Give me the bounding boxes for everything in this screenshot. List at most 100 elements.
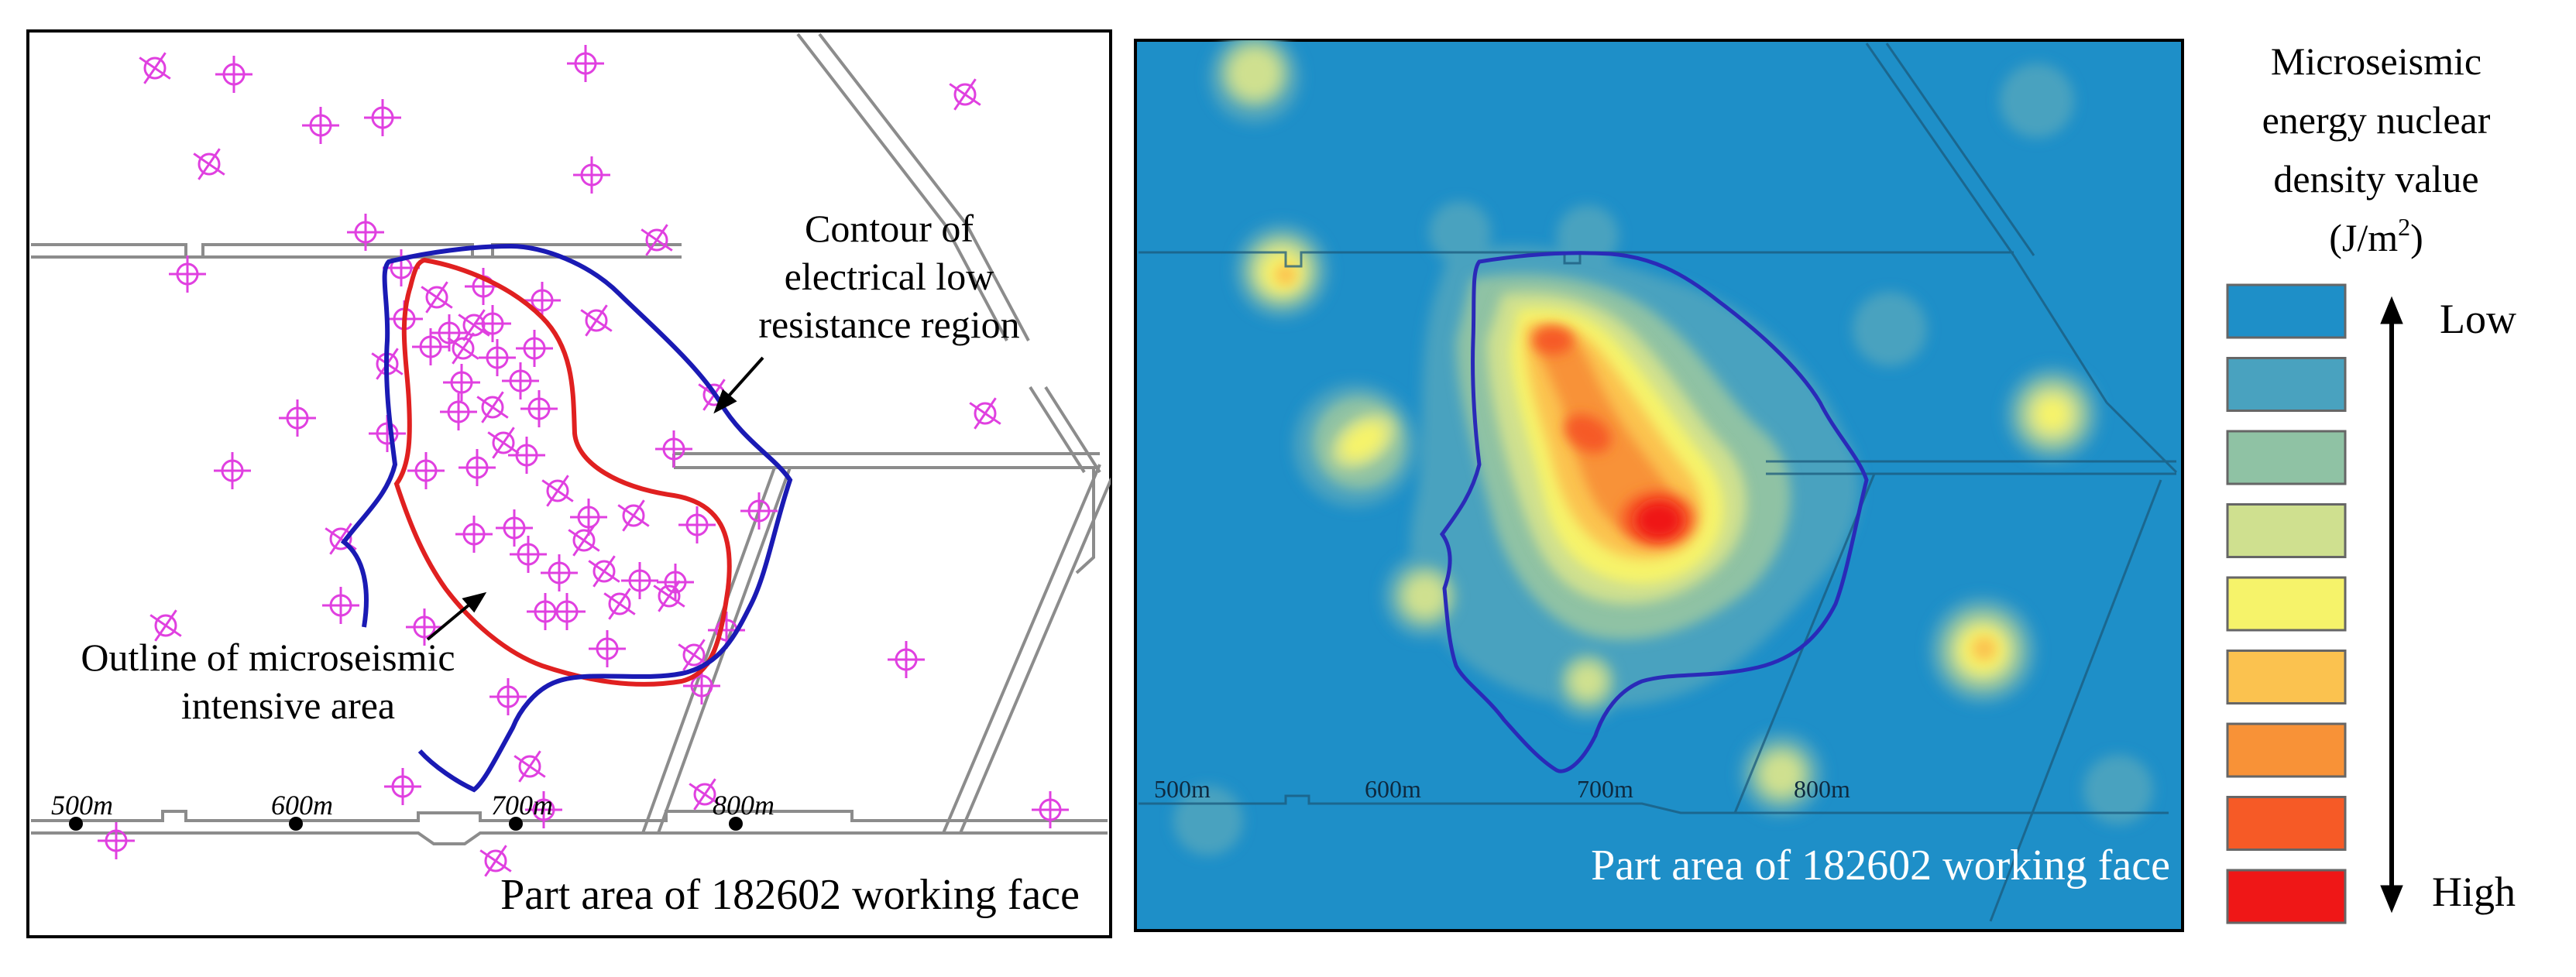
microseismic-event-icon	[683, 667, 720, 704]
scale-dot-800	[729, 817, 743, 831]
legend-unit: (J/m2)	[2329, 213, 2423, 259]
microseismic-event-icon	[139, 52, 171, 84]
microseismic-event-icon	[384, 768, 421, 805]
microseismic-event-icon	[479, 339, 516, 376]
low-resistance-contour	[340, 243, 793, 793]
microseismic-event-icon	[169, 255, 206, 293]
microseismic-event-icon	[1032, 791, 1069, 828]
legend-unit-sup: 2	[2398, 213, 2410, 241]
microseismic-event-icon	[98, 822, 135, 859]
microseismic-event-icon	[476, 391, 509, 423]
legend-unit-base: (J/m	[2329, 216, 2398, 259]
legend-low-label: Low	[2440, 296, 2516, 342]
scale-label-500: 500m	[51, 790, 113, 821]
legend-swatch-6	[2226, 650, 2347, 704]
legend-title-line1: Microseismic	[2271, 39, 2482, 83]
map-scale-label-600: 600m	[1365, 775, 1421, 803]
microseismic-event-icon	[407, 452, 445, 489]
microseismic-event-icon	[455, 516, 493, 553]
microseismic-event-icon	[412, 328, 449, 365]
microseismic-event-icon	[678, 506, 716, 543]
legend-swatch-3	[2226, 430, 2347, 485]
annotations: Contour of electrical low resistance reg…	[81, 207, 1019, 727]
microseismic-event-icon	[588, 555, 620, 588]
contour-label-line3: resistance region	[758, 303, 1019, 346]
legend-title-line2: energy nuclear	[2262, 98, 2491, 142]
microseismic-event-icon	[279, 399, 316, 437]
microseismic-event-icon	[580, 304, 613, 337]
microseismic-event-icon	[657, 564, 694, 601]
microseismic-event-icon	[347, 214, 384, 251]
scale-label-700: 700m	[491, 790, 553, 821]
microseismic-event-icon	[641, 224, 673, 256]
legend-unit-close: )	[2410, 216, 2423, 259]
map-scale-label-700: 700m	[1577, 775, 1633, 803]
legend-swatch-7	[2226, 722, 2347, 778]
microseismic-outline	[393, 257, 732, 687]
scale-dot-600	[289, 817, 303, 831]
legend-swatch-8	[2226, 796, 2347, 851]
microseismic-event-icon	[516, 330, 553, 367]
left-caption: Part area of 182602 working face	[500, 871, 1080, 919]
microseismic-event-icon	[479, 845, 512, 877]
microseismic-events	[98, 45, 1069, 877]
map-low-resistance-contour	[1439, 251, 1869, 773]
microseismic-event-icon	[443, 364, 480, 401]
microseismic-event-icon	[364, 99, 401, 136]
legend-swatch-1	[2226, 283, 2347, 339]
scale-dot-500	[69, 817, 83, 831]
microseismic-event-icon	[322, 587, 359, 624]
microseismic-event-icon	[567, 45, 604, 82]
microseismic-event-icon	[621, 562, 658, 599]
microseismic-event-icon	[440, 393, 477, 430]
left-panel: Contour of electrical low resistance reg…	[26, 29, 1112, 938]
microseismic-event-icon	[678, 639, 710, 671]
density-map: 500m 600m 700m 800m Part area of 182602 …	[1139, 40, 2178, 922]
microseismic-event-icon	[431, 314, 468, 351]
legend-swatch-5	[2226, 576, 2347, 632]
microseismic-event-icon	[541, 475, 574, 507]
microseismic-event-icon	[527, 593, 564, 630]
microseismic-event-icon	[570, 499, 607, 536]
left-scale: 500m 600m 700m 800m	[51, 790, 775, 831]
microseismic-event-icon	[302, 107, 339, 144]
microseismic-event-icon	[474, 305, 511, 342]
microseismic-event-icon	[573, 156, 610, 194]
microseismic-event-icon	[655, 430, 692, 468]
legend-title: Microseismic energy nuclear density valu…	[2262, 39, 2491, 259]
microseismic-event-icon	[888, 641, 925, 678]
microseismic-event-icon	[447, 332, 479, 365]
legend-title-line3: density value	[2273, 157, 2478, 201]
microseismic-event-icon	[508, 437, 545, 474]
microseismic-event-icon	[496, 509, 533, 547]
microseismic-event-icon	[603, 588, 636, 620]
legend-swatch-9	[2226, 869, 2347, 924]
outline-label-line1: Outline of microseismic	[81, 636, 455, 679]
microseismic-event-icon	[949, 78, 981, 111]
scale-label-600: 600m	[271, 790, 333, 821]
legend-swatches	[2226, 283, 2347, 924]
legend-high-label: High	[2432, 869, 2516, 915]
microseismic-event-icon	[740, 492, 778, 530]
map-scale-label-500: 500m	[1154, 775, 1211, 803]
legend-swatch-2	[2226, 357, 2347, 412]
microseismic-event-icon	[589, 630, 626, 667]
microseismic-event-icon	[421, 281, 453, 314]
right-panel: 500m 600m 700m 800m Part area of 182602 …	[1134, 39, 2184, 932]
contour-label-line2: electrical low	[785, 255, 994, 298]
microseismic-event-icon	[502, 362, 539, 399]
microseismic-event-icon	[510, 536, 547, 573]
legend-swatch-4	[2226, 503, 2347, 558]
right-scale: 500m 600m 700m 800m	[1154, 775, 1850, 803]
legend-arrow	[2380, 296, 2403, 914]
right-caption: Part area of 182602 working face	[1591, 842, 2170, 890]
microseismic-event-icon	[689, 778, 721, 811]
outline-label-line2: intensive area	[181, 684, 395, 727]
contour-label-line1: Contour of	[805, 207, 974, 250]
microseismic-event-icon	[541, 554, 578, 591]
microseismic-event-icon	[513, 750, 546, 783]
microseismic-event-icon	[617, 499, 650, 532]
scale-label-800: 800m	[713, 790, 775, 821]
microseismic-event-icon	[653, 580, 685, 612]
